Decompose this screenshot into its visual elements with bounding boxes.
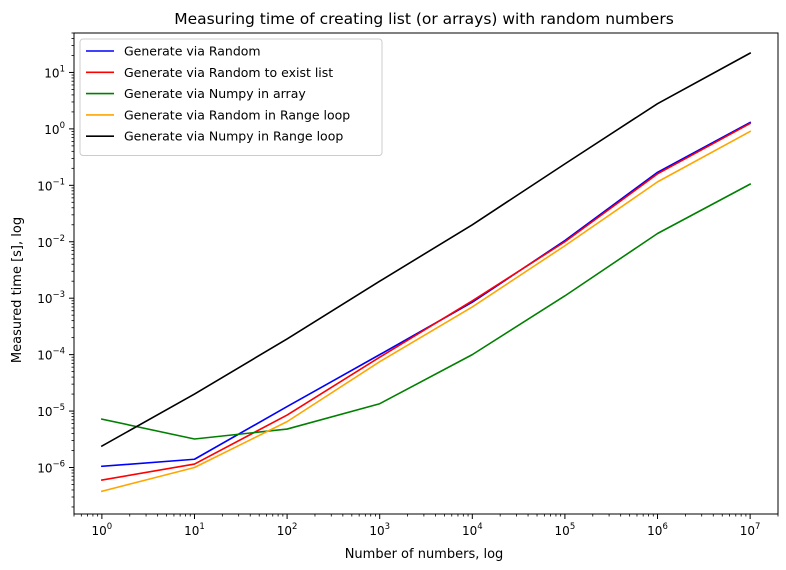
y-tick-label: 10−3 <box>37 290 65 306</box>
y-tick-exponent: −2 <box>52 234 65 244</box>
x-tick-label: 105 <box>555 522 576 538</box>
y-tick-base: 10 <box>44 66 59 80</box>
x-tick-exponent: 2 <box>292 522 297 532</box>
x-tick-base: 10 <box>647 524 662 538</box>
y-tick-exponent: 0 <box>60 121 65 131</box>
y-tick-exponent: 1 <box>60 64 65 74</box>
y-tick-exponent: −4 <box>52 347 65 357</box>
y-tick-exponent: −5 <box>52 403 65 413</box>
series-line <box>101 121 752 468</box>
y-tick-label: 10−5 <box>37 403 65 419</box>
y-axis-label: Measured time [s], log <box>10 217 25 363</box>
x-tick-label: 106 <box>647 522 668 538</box>
plot-frame <box>73 32 779 515</box>
x-tick-base: 10 <box>462 524 477 538</box>
series-line <box>100 122 752 481</box>
y-tick-label: 10−4 <box>37 347 65 363</box>
x-tick-label: 100 <box>92 522 113 538</box>
y-tick-exponent: −3 <box>52 290 65 300</box>
x-tick-exponent: 4 <box>477 522 482 532</box>
y-tick-base: 10 <box>44 123 59 137</box>
y-tick-base: 10 <box>37 179 52 193</box>
series-line <box>100 52 752 448</box>
x-tick-base: 10 <box>92 524 107 538</box>
series-line <box>100 130 752 493</box>
legend: Generate via Random Generate via Random t… <box>79 38 383 156</box>
x-tick-label: 107 <box>740 522 761 538</box>
legend-entry-label: Generate via Random to exist list <box>124 65 333 80</box>
y-tick-label: 10−6 <box>37 460 65 476</box>
y-tick-base: 10 <box>37 462 52 476</box>
chart-title: Measuring time of creating list (or arra… <box>174 10 674 28</box>
x-tick-exponent: 5 <box>570 522 575 532</box>
y-tick-exponent: −1 <box>52 177 65 187</box>
x-tick-base: 10 <box>277 524 292 538</box>
x-tick-label: 102 <box>277 522 298 538</box>
legend-entry-label: Generate via Numpy in Range loop <box>124 129 343 144</box>
y-tick-label: 10−1 <box>37 177 65 193</box>
x-tick-label: 101 <box>184 522 205 538</box>
y-tick-base: 10 <box>37 292 52 306</box>
x-tick-base: 10 <box>369 524 384 538</box>
y-tick-base: 10 <box>37 405 52 419</box>
x-tick-exponent: 7 <box>755 522 760 532</box>
series-line <box>100 183 752 440</box>
y-tick-exponent: −6 <box>52 460 65 470</box>
x-tick-base: 10 <box>555 524 570 538</box>
x-tick-base: 10 <box>184 524 199 538</box>
y-tick-label: 100 <box>44 121 65 137</box>
legend-entry-label: Generate via Random <box>124 44 261 59</box>
x-tick-exponent: 6 <box>662 522 667 532</box>
x-tick-label: 104 <box>462 522 483 538</box>
x-tick-exponent: 3 <box>385 522 390 532</box>
x-tick-base: 10 <box>740 524 755 538</box>
y-tick-label: 10−2 <box>37 234 65 250</box>
legend-entry-label: Generate via Numpy in array <box>124 86 306 101</box>
x-tick-label: 103 <box>369 522 390 538</box>
series-layer <box>100 52 752 493</box>
legend-box <box>79 38 383 156</box>
x-tick-exponent: 0 <box>107 522 112 532</box>
y-tick-base: 10 <box>37 349 52 363</box>
y-tick-label: 101 <box>44 64 65 80</box>
y-tick-base: 10 <box>37 236 52 250</box>
legend-entry-label: Generate via Random in Range loop <box>124 107 350 122</box>
x-tick-exponent: 1 <box>199 522 204 532</box>
x-axis-label: Number of numbers, log <box>345 547 504 562</box>
